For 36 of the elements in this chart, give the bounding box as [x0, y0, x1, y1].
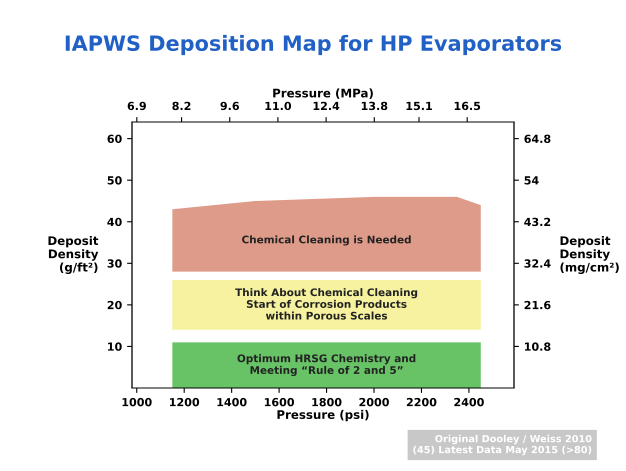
x-tick-label: 1000 [122, 398, 152, 406]
x-tick-label: 2400 [454, 398, 484, 406]
x2-tick-label: 13.8 [362, 102, 388, 110]
y2-tick-label: 10.8 [524, 342, 550, 351]
y-tick-label: 30 [108, 259, 122, 268]
y2-tick-label: 54 [524, 176, 539, 185]
y-tick-label: 50 [108, 176, 122, 185]
y-tick-label: 40 [107, 218, 122, 226]
x-axis-title: Pressure (psi) [277, 410, 369, 422]
x-tick-label: 1800 [312, 398, 342, 406]
y-axis-title: Deposit Density (g/ft²) [48, 236, 98, 274]
x-tick-label: 1200 [170, 398, 200, 406]
annotation: Think About Chemical Cleaning Start of Corrosion Products within Porous Scales [235, 288, 418, 320]
x2-tick-label: 11.0 [265, 102, 292, 110]
y2-tick-label: 21.6 [524, 300, 551, 310]
x2-tick-label: 6.9 [128, 102, 146, 110]
y2-tick-label: 64.8 [524, 134, 550, 144]
chart-title: IAPWS Deposition Map for HP Evaporators [66, 34, 562, 56]
x-tick-label: 2200 [406, 398, 436, 406]
x2-tick-label: 8.2 [172, 102, 190, 110]
x2-tick-label: 9.6 [220, 102, 239, 110]
x2-tick-label: 15.1 [406, 102, 432, 110]
y2-tick-label: 32.4 [524, 259, 551, 268]
x-tick-label: 1400 [217, 398, 247, 406]
annotation: Chemical Cleaning is Needed [242, 235, 411, 246]
x-tick-label: 2000 [359, 398, 389, 406]
annotation: Optimum HRSG Chemistry and Meeting “Rule of 2 and 5” [237, 354, 416, 376]
y-tick-label: 20 [108, 300, 122, 310]
y2-tick-label: 43.2 [524, 218, 550, 226]
x2-tick-label: 12.4 [314, 102, 340, 110]
x2-tick-label: 16.5 [454, 102, 480, 110]
y-tick-label: 10 [108, 342, 122, 351]
y-tick-label: 60 [108, 134, 122, 144]
x-tick-label: 1600 [264, 398, 294, 406]
x2-axis-title: Pressure (MPa) [273, 88, 373, 99]
y2-axis-title: Deposit Density (mg/cm²) [560, 236, 619, 274]
